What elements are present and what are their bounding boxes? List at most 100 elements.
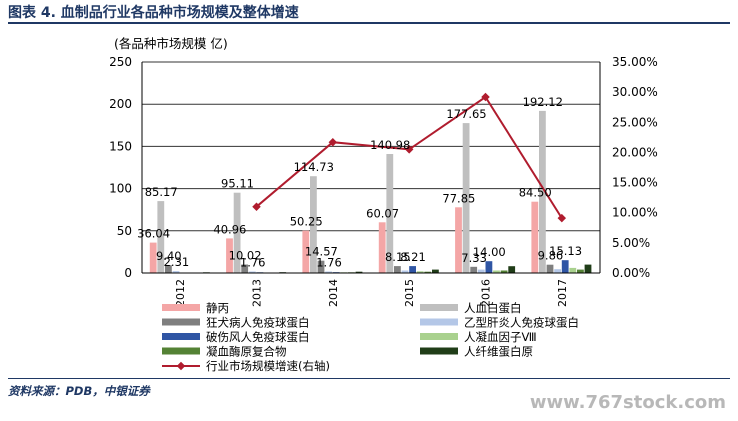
footer-rule xyxy=(8,378,730,379)
bar-data-label: 192.12 xyxy=(523,95,563,109)
source-note: 资料来源：PDB，中银证券 xyxy=(8,384,150,398)
legend-swatch xyxy=(420,318,458,326)
legend-label: 行业市场规模增速(右轴) xyxy=(206,359,330,373)
legend-swatch xyxy=(420,333,458,340)
y-tick-label: 250 xyxy=(109,55,132,69)
y2-tick-label: 0.00% xyxy=(612,266,650,280)
x-tick-label: 2016 xyxy=(480,279,493,307)
bar xyxy=(477,269,485,273)
bar xyxy=(554,269,561,273)
bar xyxy=(248,271,256,273)
bar xyxy=(233,192,241,273)
bar-data-label: 8.15 xyxy=(385,250,411,264)
bar xyxy=(302,230,310,273)
x-tick-label: 2014 xyxy=(327,279,340,307)
bar xyxy=(493,270,500,273)
growth-point xyxy=(252,202,261,211)
bar xyxy=(325,271,332,273)
bar xyxy=(394,266,401,273)
bar xyxy=(508,266,516,273)
bar-data-label: 40.96 xyxy=(213,222,246,236)
legend-label: 人血白蛋白 xyxy=(464,301,522,315)
growth-point xyxy=(404,145,414,154)
legend-label: 人纤维蛋白原 xyxy=(464,345,533,359)
title-rule xyxy=(8,22,730,24)
legend-label: 破伤风人免疫球蛋白 xyxy=(206,330,310,344)
bar-data-label: 85.17 xyxy=(145,185,178,199)
bar-data-label: 77.85 xyxy=(442,191,475,205)
bar xyxy=(310,176,317,273)
bar xyxy=(165,265,172,273)
y-axis-title: (各品种市场规模 亿) xyxy=(114,36,228,51)
x-tick-label: 2017 xyxy=(556,279,569,307)
bar xyxy=(378,222,386,273)
bar-data-label: 15.13 xyxy=(549,244,582,258)
y2-tick-label: 20.00% xyxy=(612,145,658,159)
bar-data-label: 9.40 xyxy=(156,249,182,263)
bar-data-label: 8.21 xyxy=(400,250,426,264)
bar-data-label: 50.25 xyxy=(290,215,323,229)
bar xyxy=(561,260,569,273)
legend-label: 乙型肝炎人免疫球蛋白 xyxy=(464,316,579,330)
y-tick-label: 0 xyxy=(124,266,132,280)
bar-data-label: 1.76 xyxy=(240,256,266,270)
bar-data-label: 60.07 xyxy=(366,206,399,220)
bar xyxy=(539,110,546,274)
bar xyxy=(241,264,249,273)
y-tick-label: 50 xyxy=(117,224,132,238)
legend-swatch xyxy=(420,304,458,311)
legend-line-marker xyxy=(176,361,186,371)
market-size-chart: 36.04 40.96 50.25 60.07 77.85 84.50 85.17 95.11… xyxy=(109,36,658,373)
bar-data-label: 36.04 xyxy=(137,227,170,241)
x-tick-label: 2013 xyxy=(251,279,264,307)
bar-data-label: 10.02 xyxy=(229,249,262,263)
bar-data-label: 9.86 xyxy=(538,249,564,263)
bar xyxy=(584,264,592,273)
x-tick-label: 2015 xyxy=(403,279,416,307)
bar xyxy=(409,266,416,273)
bar xyxy=(500,270,508,273)
legend-swatch xyxy=(420,347,458,355)
y2-tick-label: 5.00% xyxy=(612,236,650,250)
bar-data-label: 7.33 xyxy=(461,251,487,265)
bar xyxy=(470,266,478,273)
bar-data-label: 177.65 xyxy=(446,107,486,121)
bar xyxy=(226,238,233,273)
y-tick-label: 200 xyxy=(109,97,132,111)
bar-data-label: 14.00 xyxy=(473,245,506,259)
y2-tick-label: 15.00% xyxy=(612,176,658,190)
bar-data-label: 95.11 xyxy=(221,177,254,191)
bar xyxy=(416,271,424,273)
bar xyxy=(432,269,439,273)
bar xyxy=(157,201,165,273)
watermark: www.767stock.com xyxy=(529,392,726,413)
bar xyxy=(149,242,157,273)
bar-data-label: 1.76 xyxy=(316,256,342,270)
bar xyxy=(355,271,363,273)
y2-tick-label: 30.00% xyxy=(612,85,658,99)
bar xyxy=(577,269,584,273)
bar xyxy=(546,264,554,273)
x-tick-label: 2012 xyxy=(174,279,187,307)
y-tick-label: 150 xyxy=(109,139,132,153)
bar xyxy=(485,261,493,273)
y2-tick-label: 25.00% xyxy=(612,115,658,129)
bar xyxy=(401,270,409,273)
legend-label: 人凝血因子Ⅷ xyxy=(464,330,537,344)
bar-data-label: 84.50 xyxy=(519,186,552,200)
y2-tick-label: 35.00% xyxy=(612,55,658,69)
growth-line xyxy=(255,95,563,219)
legend-label: 静丙 xyxy=(206,301,229,315)
legend-swatch xyxy=(162,318,200,326)
bar xyxy=(455,207,462,273)
bar xyxy=(386,154,394,273)
bar-data-label: 114.73 xyxy=(294,160,334,174)
page-title: 图表 4. 血制品行业各品种市场规模及整体增速 xyxy=(8,5,299,21)
legend-label: 凝血酶原复合物 xyxy=(206,345,287,359)
growth-point xyxy=(481,92,490,102)
bar xyxy=(462,123,470,273)
legend-swatch xyxy=(162,304,200,311)
bar xyxy=(424,271,432,273)
bar xyxy=(531,201,539,273)
legend-label: 狂犬病人免疫球蛋白 xyxy=(206,316,310,330)
